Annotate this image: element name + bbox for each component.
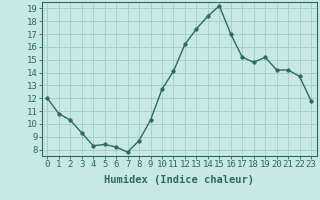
X-axis label: Humidex (Indice chaleur): Humidex (Indice chaleur) (104, 175, 254, 185)
